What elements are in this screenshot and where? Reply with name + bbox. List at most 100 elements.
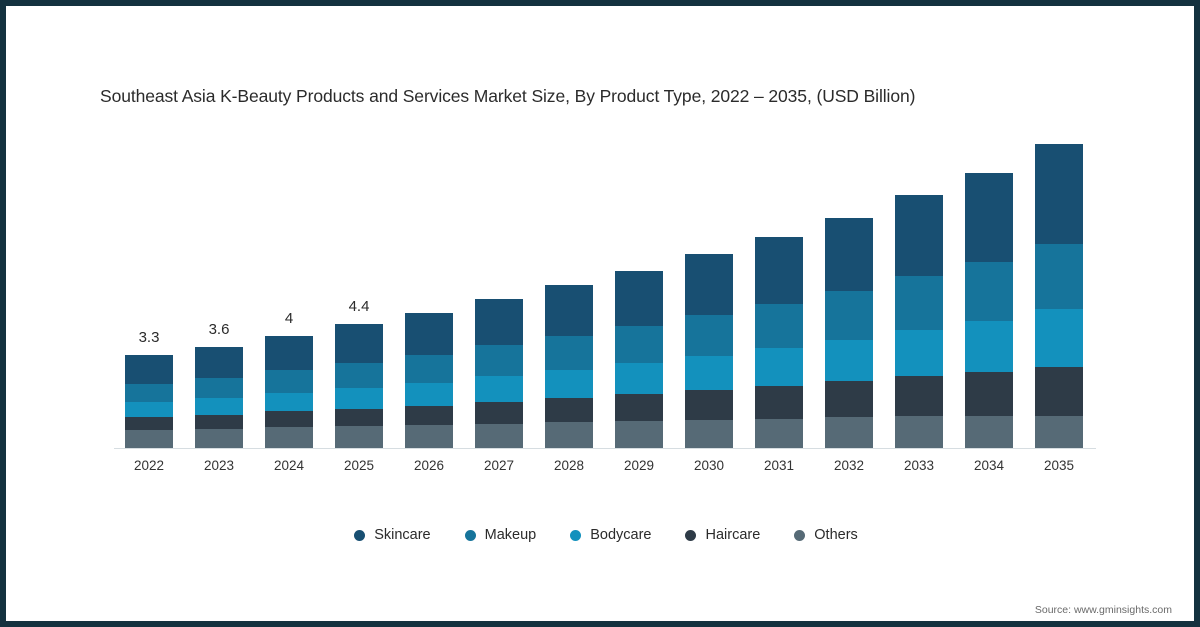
bar-segment-haircare xyxy=(1035,366,1083,416)
legend-swatch-icon xyxy=(464,529,476,541)
bar-segment-skincare xyxy=(475,299,523,346)
bar-group xyxy=(965,172,1013,448)
bar-segment-haircare xyxy=(965,372,1013,417)
bar-segment-skincare xyxy=(895,195,943,277)
x-axis-tick-label: 2031 xyxy=(763,458,795,473)
bar-segment-bodycare xyxy=(335,387,383,409)
bar-segment-haircare xyxy=(895,376,943,417)
bar-group xyxy=(1035,144,1083,448)
bar-segment-others xyxy=(265,427,313,448)
x-axis-tick-label: 2032 xyxy=(833,458,865,473)
bar-group: 4.4 xyxy=(335,298,383,448)
x-axis-baseline xyxy=(114,448,1096,449)
bar-segment-haircare xyxy=(265,411,313,428)
x-axis-tick-label: 2024 xyxy=(273,458,305,473)
x-axis-tick-label: 2029 xyxy=(623,458,655,473)
legend-label: Haircare xyxy=(705,527,761,543)
bar-segment-makeup xyxy=(1035,243,1083,310)
bar-segment-others xyxy=(475,423,523,448)
bar-segment-makeup xyxy=(615,326,663,364)
bar-segment-haircare xyxy=(755,385,803,419)
bar-group: 3.3 xyxy=(125,329,173,448)
legend-item-makeup[interactable]: Makeup xyxy=(464,527,537,543)
x-axis-tick-label: 2028 xyxy=(553,458,585,473)
bar-segment-bodycare xyxy=(965,320,1013,373)
bar-segment-skincare xyxy=(755,237,803,304)
bar-total-label: 3.3 xyxy=(138,329,160,347)
legend-label: Makeup xyxy=(484,527,537,543)
bar-segment-others xyxy=(755,418,803,448)
bar-group xyxy=(685,254,733,448)
bar-total-label: 4 xyxy=(284,309,294,327)
bar-segment-skincare xyxy=(545,285,593,336)
bar-segment-haircare xyxy=(405,405,453,426)
bar-total-label: 4.4 xyxy=(348,298,370,316)
bar-segment-bodycare xyxy=(195,398,243,415)
bar-total-label: 3.6 xyxy=(208,320,230,338)
bar-group xyxy=(825,217,873,448)
bar-segment-haircare xyxy=(545,397,593,423)
bar-segment-bodycare xyxy=(125,402,173,418)
bar-segment-skincare xyxy=(615,270,663,327)
x-axis-tick-label: 2033 xyxy=(903,458,935,473)
bar-segment-others xyxy=(125,430,173,448)
bar-group xyxy=(755,237,803,448)
bar-segment-haircare xyxy=(195,414,243,429)
x-axis-tick-label: 2035 xyxy=(1043,458,1075,473)
bar-segment-skincare xyxy=(965,172,1013,262)
bar-segment-makeup xyxy=(405,354,453,383)
x-axis-tick-label: 2025 xyxy=(343,458,375,473)
bar-segment-others xyxy=(895,416,943,448)
bar-segment-others xyxy=(405,425,453,448)
bar-segment-bodycare xyxy=(545,369,593,398)
x-axis-tick-label: 2027 xyxy=(483,458,515,473)
source-attribution: Source: www.gminsights.com xyxy=(1034,604,1172,616)
bar-segment-haircare xyxy=(685,390,733,420)
bar-segment-skincare xyxy=(125,355,173,384)
bar-segment-bodycare xyxy=(895,329,943,377)
bar-segment-skincare xyxy=(685,254,733,316)
bar-segment-bodycare xyxy=(615,363,663,395)
bar-segment-haircare xyxy=(825,381,873,418)
x-axis-tick-label: 2022 xyxy=(133,458,165,473)
bar-segment-makeup xyxy=(475,345,523,377)
bar-segment-skincare xyxy=(195,346,243,378)
bar-segment-others xyxy=(615,421,663,448)
legend-swatch-icon xyxy=(794,529,806,541)
legend-label: Bodycare xyxy=(590,527,652,543)
bar-segment-makeup xyxy=(265,370,313,393)
bar-segment-others xyxy=(825,417,873,448)
bar-group: 4 xyxy=(265,310,313,448)
bar-segment-skincare xyxy=(265,335,313,371)
bar-group xyxy=(475,299,523,448)
bar-segment-skincare xyxy=(405,313,453,355)
bar-segment-makeup xyxy=(195,377,243,399)
bar-segment-haircare xyxy=(335,408,383,427)
legend-item-skincare[interactable]: Skincare xyxy=(354,527,431,543)
bar-segment-makeup xyxy=(125,383,173,403)
bar-segment-bodycare xyxy=(755,347,803,386)
bar-segment-others xyxy=(685,419,733,448)
bar-segment-others xyxy=(335,426,383,448)
bar-segment-haircare xyxy=(615,394,663,422)
legend-swatch-icon xyxy=(685,529,697,541)
bar-segment-others xyxy=(545,422,593,448)
legend-item-haircare[interactable]: Haircare xyxy=(685,527,760,543)
chart-legend: Skincare Makeup Bodycare Haircare Others xyxy=(6,527,1200,543)
legend-item-bodycare[interactable]: Bodycare xyxy=(570,527,651,543)
bar-group xyxy=(615,270,663,448)
bar-segment-makeup xyxy=(335,362,383,388)
legend-item-others[interactable]: Others xyxy=(794,527,858,543)
bar-segment-makeup xyxy=(755,303,803,348)
x-axis-tick-label: 2023 xyxy=(203,458,235,473)
x-axis-tick-label: 2026 xyxy=(413,458,445,473)
legend-label: Skincare xyxy=(374,527,431,543)
bar-segment-skincare xyxy=(825,217,873,291)
bar-segment-skincare xyxy=(335,324,383,363)
bar-segment-others xyxy=(195,428,243,448)
bar-segment-bodycare xyxy=(1035,309,1083,367)
plot-area: 3.3 3.6 4 4.4 xyxy=(114,136,1094,448)
bar-segment-makeup xyxy=(965,261,1013,321)
bar-segment-bodycare xyxy=(825,339,873,382)
